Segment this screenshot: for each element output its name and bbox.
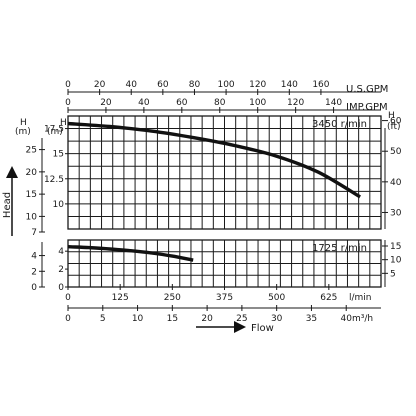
bottom-tick-label: 35 (306, 314, 317, 324)
right-tick-label: 60 (390, 117, 402, 127)
left-inner-tick-label: 4 (58, 247, 64, 257)
top-tick-label: 60 (157, 80, 169, 90)
top-tick-label: 40 (138, 98, 150, 108)
m3h-unit-label: m³/h (352, 314, 373, 324)
right-tick-label: 50 (390, 147, 402, 157)
top-tick-label: 40 (126, 80, 138, 90)
left-outer-tick-label: 2 (31, 267, 37, 277)
legend-box-3450 (306, 116, 358, 130)
left-outer-tick-label: 20 (26, 168, 38, 178)
left-outer-tick-label: 15 (26, 190, 37, 200)
bottom-tick-label: 250 (164, 293, 181, 303)
bottom-tick-label: 0 (65, 293, 71, 303)
left-inner-tick-label: 15 (53, 150, 64, 160)
top-tick-label: 20 (100, 98, 112, 108)
top-tick-label: 0 (65, 80, 71, 90)
left-outer-tick-label: 4 (31, 252, 37, 262)
bottom-tick-label: 0 (65, 314, 71, 324)
lmin-unit-label: l/min (349, 293, 372, 303)
curve-3450 (67, 121, 361, 199)
curve-layer (67, 121, 361, 262)
outer-head-unit-h: H (20, 118, 27, 128)
top-tick-label: 80 (189, 80, 201, 90)
left-outer-tick-label: 10 (26, 212, 38, 222)
top-tick-label: 100 (249, 98, 266, 108)
bottom-tick-label: 25 (236, 314, 247, 324)
left-outer-tick-label: 25 (26, 146, 37, 156)
imp-gpm-unit-label: IMP.GPM (346, 102, 388, 113)
curve-1725 (67, 245, 194, 262)
top-tick-label: 120 (287, 98, 304, 108)
left-inner-tick-label: 10 (53, 200, 65, 210)
top-tick-label: 80 (214, 98, 226, 108)
bottom-tick-label: 10 (132, 314, 144, 324)
bottom-tick-label: 500 (268, 293, 285, 303)
left-inner-tick-label: 2 (58, 265, 64, 275)
right-head-unit-h: H (388, 111, 395, 121)
top-tick-label: 100 (217, 80, 234, 90)
panel-label-3450: 3450 r/min (312, 119, 367, 130)
bottom-tick-label: 40 (340, 314, 352, 324)
outer-head-unit-m: (m) (15, 127, 31, 137)
panel-label-1725: 1725 r/min (312, 243, 367, 254)
left-inner-tick-label: 12.5 (44, 175, 64, 185)
top-tick-label: 0 (65, 98, 71, 108)
left-outer-tick-label: 0 (31, 283, 37, 293)
bottom-tick-label: 375 (216, 293, 233, 303)
top-tick-label: 140 (325, 98, 342, 108)
top-tick-label: 120 (249, 80, 266, 90)
bottom-tick-label: 5 (100, 314, 106, 324)
right-tick-label: 40 (390, 178, 402, 188)
left-outer-tick-label: 7 (31, 228, 37, 238)
top-tick-label: 60 (176, 98, 188, 108)
grid-layer (39, 89, 388, 311)
left-inner-tick-label: 0 (58, 283, 64, 293)
right-tick-label: 10 (390, 256, 402, 266)
bottom-tick-label: 15 (167, 314, 178, 324)
right-tick-label: 30 (390, 208, 402, 218)
us-gpm-unit-label: U.S.GPM (346, 84, 388, 95)
head-axis-title: Head (2, 192, 13, 218)
bottom-tick-label: 20 (201, 314, 213, 324)
top-tick-label: 140 (281, 80, 298, 90)
bottom-tick-label: 625 (320, 293, 337, 303)
top-tick-label: 160 (312, 80, 329, 90)
left-head-unit-h: H (60, 118, 67, 128)
right-tick-label: 15 (390, 242, 401, 252)
bottom-tick-label: 30 (271, 314, 283, 324)
right-head-unit-ft: (ft) (387, 122, 401, 132)
top-tick-label: 20 (94, 80, 106, 90)
bottom-tick-label: 125 (112, 293, 129, 303)
left-head-unit-m: (m) (47, 127, 63, 137)
left-inner-tick-label: 17.5 (44, 125, 64, 135)
right-tick-label: 5 (390, 269, 396, 279)
legend-box-1725 (306, 240, 358, 253)
flow-axis-title: Flow (251, 323, 274, 334)
